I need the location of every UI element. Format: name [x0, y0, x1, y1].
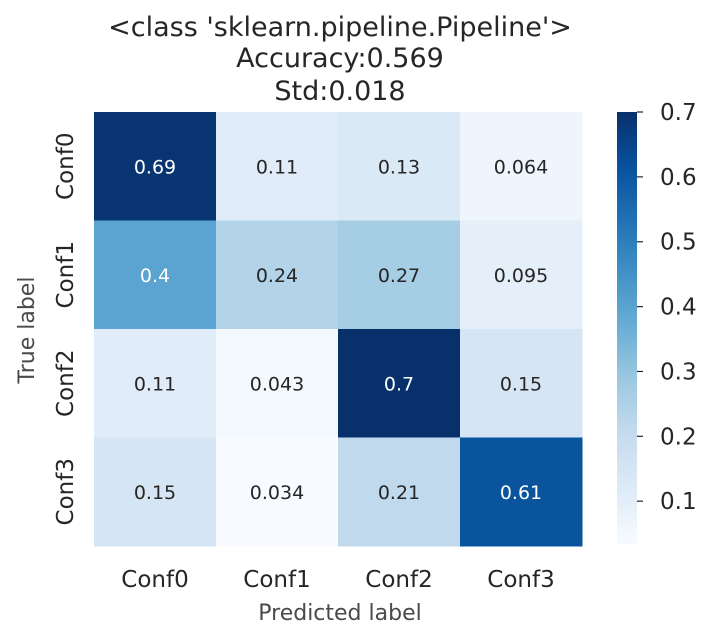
heatmap-cell-r0-c1: [216, 112, 339, 221]
colorbar-tick-label-2: 0.3: [660, 359, 697, 385]
y-tick-label-2: Conf2: [53, 350, 79, 417]
chart-title-line-1: <class 'sklearn.pipeline.Pipeline'>: [108, 12, 572, 43]
chart-title: <class 'sklearn.pipeline.Pipeline'> Accu…: [108, 12, 572, 107]
colorbar-tick-label-1: 0.2: [660, 424, 697, 450]
cell-value-label-r0-c1: 0.11: [256, 156, 298, 178]
heatmap-cell-r1-c1: [216, 220, 339, 330]
heatmap-cell-r0-c0: [94, 112, 217, 221]
heatmap-cell-r1-c2: [338, 220, 461, 330]
cell-value-label-r2-c3: 0.15: [500, 373, 542, 395]
cell-value-label-r1-c2: 0.27: [378, 265, 420, 287]
colorbar-tick-label-5: 0.6: [660, 165, 697, 191]
x-axis-label: Predicted label: [258, 601, 421, 626]
x-tick-label-0: Conf0: [121, 567, 188, 593]
colorbar-tick-label-4: 0.5: [660, 230, 697, 256]
cell-value-label-r2-c2: 0.7: [384, 373, 414, 395]
y-axis-label: True label: [15, 277, 40, 385]
cell-value-label-r3-c3: 0.61: [500, 482, 542, 504]
heatmap-cell-r2-c1: [216, 329, 339, 438]
heatmap-cell-r2-c2: [338, 329, 461, 438]
cell-value-label-r1-c0: 0.4: [140, 265, 170, 287]
chart-title-line-2: Accuracy:0.569: [236, 43, 444, 74]
cell-value-label-r0-c3: 0.064: [494, 156, 548, 178]
heatmap-cell-r1-c3: [460, 220, 583, 330]
heatmap-cells: 0.69 0.11 0.13 0.064 0.4 0.24 0.27 0.095 0.11 0.0…: [94, 112, 583, 547]
heatmap-cell-r0-c2: [338, 112, 461, 221]
colorbar-tick-label-6: 0.7: [660, 100, 697, 126]
y-tick-label-0: Conf0: [53, 133, 79, 200]
cell-value-label-r0-c0: 0.69: [134, 156, 176, 178]
cell-value-label-r0-c2: 0.13: [378, 156, 420, 178]
heatmap-cell-r3-c1: [216, 437, 339, 547]
cell-value-label-r2-c0: 0.11: [134, 373, 176, 395]
cell-value-label-r1-c3: 0.095: [494, 265, 548, 287]
x-tick-label-3: Conf3: [487, 567, 554, 593]
heatmap-cell-r3-c2: [338, 437, 461, 547]
x-tick-label-1: Conf1: [243, 567, 310, 593]
heatmap-cell-r2-c3: [460, 329, 583, 438]
colorbar-ticks: 0.1 0.2 0.3 0.4 0.5 0.6 0.7: [637, 100, 697, 515]
cell-value-label-r3-c2: 0.21: [378, 482, 420, 504]
cell-value-label-r3-c0: 0.15: [134, 482, 176, 504]
heatmap-cell-r3-c3: [460, 437, 583, 547]
chart-title-line-3: Std:0.018: [274, 76, 405, 107]
colorbar: [617, 112, 637, 544]
heatmap-cell-r0-c3: [460, 112, 583, 221]
colorbar-tick-label-3: 0.4: [660, 295, 697, 321]
heatmap-cell-r3-c0: [94, 437, 217, 547]
colorbar-tick-label-0: 0.1: [660, 489, 697, 515]
cell-value-label-r2-c1: 0.043: [250, 373, 304, 395]
cell-value-label-r3-c1: 0.034: [250, 482, 304, 504]
y-tick-labels: Conf0 Conf1 Conf2 Conf3: [53, 133, 79, 526]
x-tick-label-2: Conf2: [365, 567, 432, 593]
heatmap-cell-r1-c0: [94, 220, 217, 330]
y-tick-label-1: Conf1: [53, 241, 79, 308]
x-tick-labels: Conf0 Conf1 Conf2 Conf3: [121, 567, 554, 593]
cell-value-label-r1-c1: 0.24: [256, 265, 298, 287]
heatmap-cell-r2-c0: [94, 329, 217, 438]
y-tick-label-3: Conf3: [53, 458, 79, 525]
